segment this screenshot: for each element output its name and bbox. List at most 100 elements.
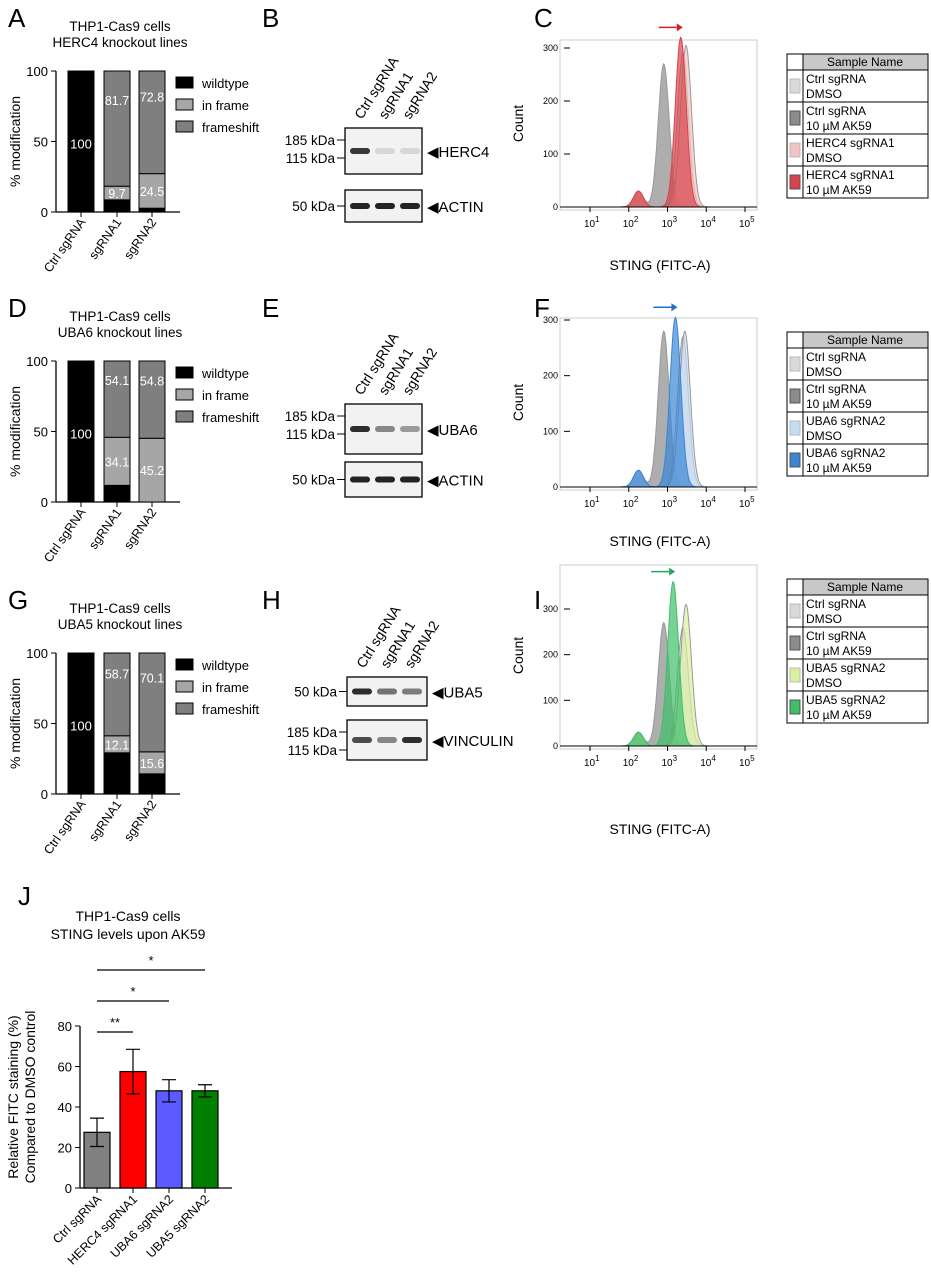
legend-label: DMSO bbox=[806, 612, 842, 626]
protein-band bbox=[400, 476, 420, 483]
tick-exponent: 4 bbox=[711, 495, 716, 504]
legend-label: Ctrl sgRNA bbox=[806, 104, 866, 118]
bar bbox=[191, 1090, 219, 1189]
target-label: ◀ACTIN bbox=[427, 473, 484, 490]
legend-label: DMSO bbox=[806, 676, 842, 690]
legend-swatch bbox=[789, 452, 801, 468]
legend-label: UBA5 sgRNA2 bbox=[806, 693, 886, 707]
legend-header: Sample Name bbox=[827, 55, 903, 69]
legend-swatch bbox=[789, 388, 801, 404]
protein-band bbox=[350, 476, 370, 483]
y-tick-label: 50 bbox=[34, 717, 48, 732]
tick-base: 10 bbox=[584, 219, 596, 230]
tick-base: 10 bbox=[662, 219, 674, 230]
protein-band bbox=[402, 688, 422, 695]
chart-title: THP1-Cas9 cells bbox=[75, 908, 180, 924]
y-tick-label: 60 bbox=[58, 1060, 72, 1075]
legend-swatch bbox=[789, 174, 801, 190]
legend-label: 10 µM AK59 bbox=[806, 119, 872, 133]
tick-exponent: 4 bbox=[711, 215, 716, 224]
y-tick-label: 50 bbox=[34, 425, 48, 440]
data-label: 45.2 bbox=[140, 464, 164, 478]
significance-label: * bbox=[130, 984, 135, 999]
data-label: 54.1 bbox=[105, 374, 129, 388]
legend-label: 10 µM AK59 bbox=[806, 183, 872, 197]
chart-title: STING levels upon AK59 bbox=[51, 926, 206, 942]
bar-segment-wildtype bbox=[103, 752, 131, 795]
tick-base: 10 bbox=[739, 758, 751, 769]
error-bar bbox=[90, 1117, 104, 1148]
x-tick-label: Ctrl sgRNA bbox=[41, 505, 89, 565]
tick-base: 10 bbox=[739, 219, 751, 230]
marker-label: 185 kDa bbox=[285, 409, 336, 424]
tick-exponent: 2 bbox=[634, 495, 639, 504]
protein-band bbox=[400, 203, 420, 209]
tick-exponent: 1 bbox=[595, 495, 600, 504]
protein-band bbox=[375, 476, 395, 483]
bar-segment-wildtype bbox=[138, 773, 166, 795]
data-label: 70.1 bbox=[140, 672, 164, 686]
legend-label: 10 µM AK59 bbox=[806, 644, 872, 658]
tick-base: 10 bbox=[700, 219, 712, 230]
legend-header: Sample Name bbox=[827, 580, 903, 594]
protein-band bbox=[400, 426, 420, 432]
y-axis-label: Relative FITC staining (%) bbox=[5, 1015, 21, 1178]
x-tick-label: UBA5 sgRNA2 bbox=[144, 1192, 212, 1260]
y-tick-label: 100 bbox=[543, 695, 558, 705]
x-tick-label: 105 bbox=[739, 495, 755, 510]
legend-label: UBA6 sgRNA2 bbox=[806, 446, 886, 460]
protein-band bbox=[400, 148, 420, 154]
chart-title: UBA5 knockout lines bbox=[58, 617, 183, 632]
bar-segment-wildtype bbox=[67, 70, 95, 213]
target-label: ◀UBA5 bbox=[432, 685, 483, 702]
y-axis-label: Count bbox=[510, 105, 526, 142]
y-axis-label: Count bbox=[510, 637, 526, 674]
x-tick-label: sgRNA1 bbox=[86, 216, 124, 262]
panel-letter-B: B bbox=[262, 3, 279, 33]
legend-swatch bbox=[175, 702, 194, 715]
legend-label: wildtype bbox=[201, 76, 249, 91]
bar bbox=[155, 1090, 183, 1189]
tick-base: 10 bbox=[584, 499, 596, 510]
legend-swatch bbox=[789, 667, 801, 683]
legend-swatch bbox=[175, 388, 194, 401]
tick-base: 10 bbox=[662, 758, 674, 769]
protein-band bbox=[375, 426, 395, 432]
x-tick-label: 102 bbox=[623, 754, 639, 769]
legend-label: Ctrl sgRNA bbox=[806, 350, 866, 364]
x-tick-label: Ctrl sgRNA bbox=[41, 797, 89, 857]
legend-swatch bbox=[789, 78, 801, 94]
legend-swatch bbox=[789, 142, 801, 158]
x-tick-label: 103 bbox=[662, 215, 678, 230]
marker-label: 185 kDa bbox=[287, 725, 338, 740]
bar-segment-frameshift bbox=[138, 70, 166, 175]
data-label: 81.7 bbox=[105, 94, 129, 108]
tick-base: 10 bbox=[584, 758, 596, 769]
data-label: 58.7 bbox=[105, 668, 129, 682]
arrow-head-icon bbox=[671, 303, 678, 312]
legend-label: wildtype bbox=[201, 366, 249, 381]
legend-swatch bbox=[789, 603, 801, 619]
protein-band bbox=[350, 148, 370, 154]
data-label: 24.5 bbox=[140, 185, 164, 199]
tick-exponent: 5 bbox=[750, 495, 755, 504]
x-tick-label: 102 bbox=[623, 495, 639, 510]
tick-exponent: 4 bbox=[711, 754, 716, 763]
bar-segment-in-frame bbox=[103, 436, 131, 486]
legend-table bbox=[786, 331, 929, 477]
data-label: 15.6 bbox=[140, 757, 164, 771]
target-label: ◀UBA6 bbox=[427, 422, 478, 439]
legend-table bbox=[786, 53, 929, 199]
error-bar bbox=[198, 1084, 212, 1098]
tick-exponent: 2 bbox=[634, 754, 639, 763]
x-tick-label: 101 bbox=[584, 754, 600, 769]
legend-label: wildtype bbox=[201, 658, 249, 673]
chart-title: THP1-Cas9 cells bbox=[69, 19, 171, 34]
y-tick-label: 80 bbox=[58, 1019, 72, 1034]
legend-label: Ctrl sgRNA bbox=[806, 382, 866, 396]
